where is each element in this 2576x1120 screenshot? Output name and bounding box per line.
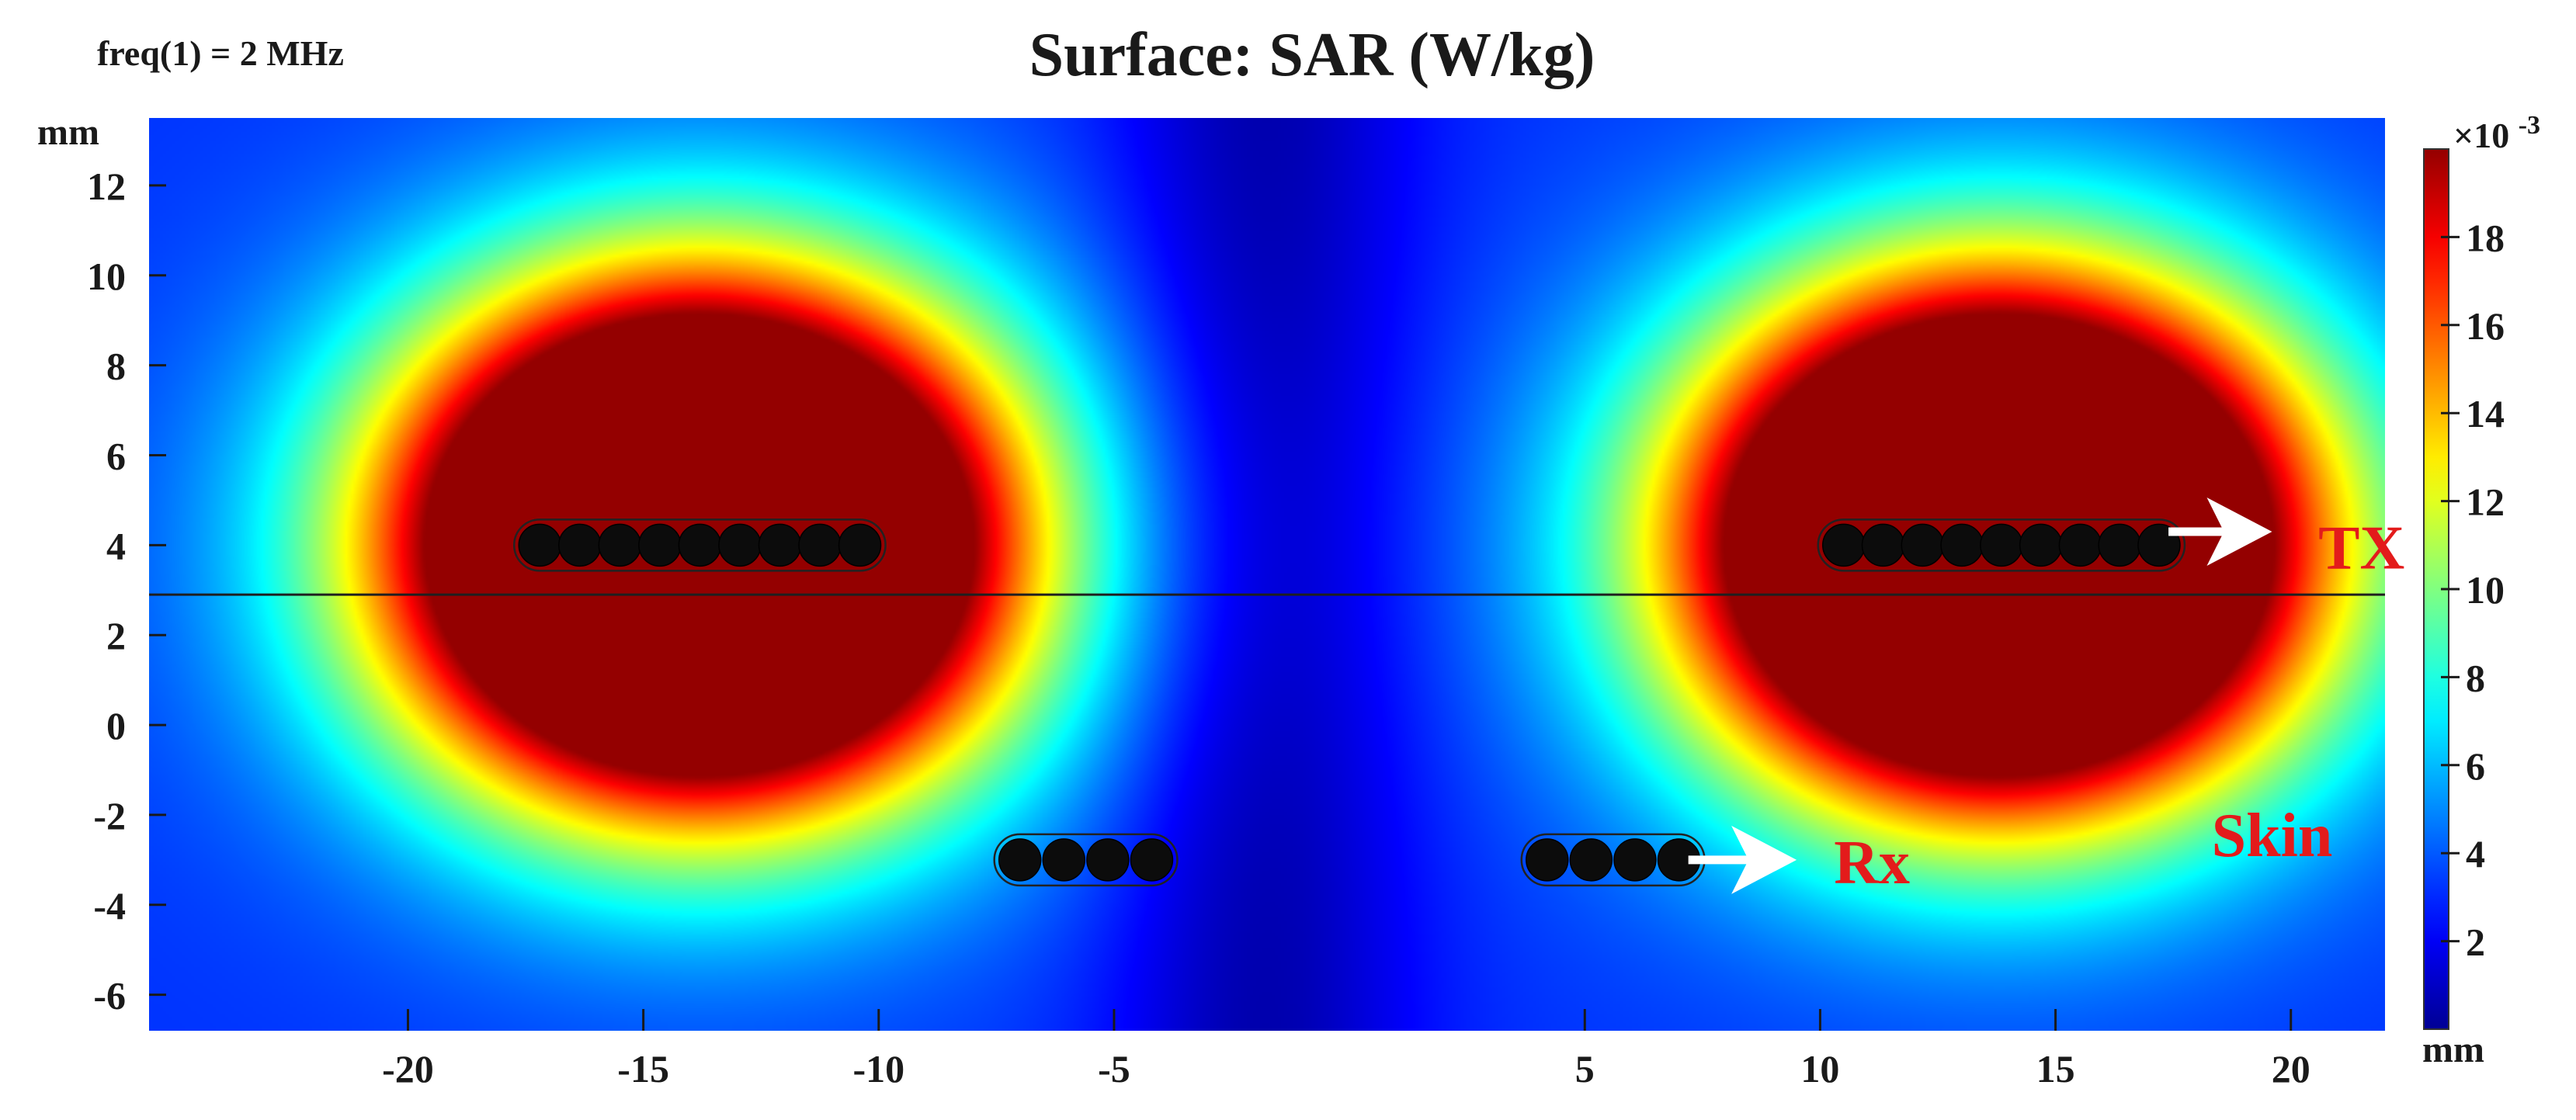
coil-turn [1901, 523, 1945, 567]
coil-turn [718, 523, 762, 567]
coil-turn [518, 523, 561, 567]
coil-turn [1613, 838, 1657, 882]
colorbar-tick-label: 8 [2466, 656, 2485, 699]
y-tick-label: 2 [106, 614, 126, 657]
coil-turn [1086, 838, 1130, 882]
coil-rx-left [993, 833, 1179, 887]
coil-tx-left [512, 518, 887, 572]
annotation-layer: TX Rx Skin [1688, 497, 2404, 897]
sar-heatmap [149, 118, 2385, 1031]
coil-turn [758, 523, 802, 567]
coil-turn [1569, 838, 1613, 882]
coil-turn [998, 838, 1042, 882]
coil-turn [678, 523, 722, 567]
coil-turn [1821, 523, 1866, 567]
colorbar-multiplier: ×10 -3 [2453, 111, 2540, 155]
x-axis-unit-label: mm [2422, 1029, 2484, 1070]
coil-turn [1526, 838, 1569, 882]
coil-layer [512, 518, 2186, 887]
coil-turn [1980, 523, 2023, 567]
coil-turn [1861, 523, 1905, 567]
colorbar-multiplier-base: ×10 [2453, 116, 2509, 155]
x-tick-label: 5 [1575, 1047, 1595, 1091]
coil-turn [638, 523, 682, 567]
colorbar-tick-label: 18 [2466, 216, 2505, 259]
coil-turn [1940, 523, 1984, 567]
y-axis: 12 10 8 6 4 2 0 -2 -4 -6 [87, 165, 166, 1018]
coil-turn [1130, 838, 1174, 882]
annotation-arrow-head [1731, 825, 1797, 894]
y-tick-label: 12 [87, 165, 126, 208]
coil-turn [838, 523, 882, 567]
colorbar-tick-label: 12 [2466, 480, 2505, 524]
coil-tx-right [1817, 518, 2186, 572]
coil-turn [2058, 523, 2102, 567]
x-tick-label: 20 [2272, 1047, 2310, 1091]
colorbar-tick-label: 4 [2466, 832, 2485, 876]
colorbar-tick-label: 6 [2466, 744, 2485, 788]
y-tick-label: 4 [106, 524, 126, 567]
x-tick-label: -15 [617, 1047, 669, 1091]
y-tick-label: -4 [93, 884, 126, 928]
colorbar-tick-label: 2 [2466, 921, 2485, 964]
annotation-label: TX [2318, 514, 2404, 582]
annotation-label: Skin [2212, 802, 2333, 870]
colorbar-multiplier-exponent: -3 [2519, 111, 2540, 140]
y-tick-label: -2 [93, 794, 126, 837]
y-tick-label: 8 [106, 345, 126, 388]
x-tick-label: -5 [1098, 1047, 1130, 1091]
coil-turn [798, 523, 842, 567]
coil-outline [512, 518, 887, 572]
coil-turn [2098, 523, 2141, 567]
x-tick-label: 10 [1800, 1047, 1839, 1091]
coil-turn [1042, 838, 1086, 882]
chart-title: Surface: SAR (W/kg) [1029, 21, 1595, 89]
colorbar-ticks: 2 4 6 8 10 12 14 16 18 [2441, 216, 2505, 964]
x-axis: -20 -15 -10 -5 5 10 15 20 [382, 1009, 2310, 1091]
plot-area: TX Rx Skin [149, 118, 2404, 1031]
coil-turn [2019, 523, 2063, 567]
coil-outline [1817, 518, 2186, 572]
annotation-arrow-head [2206, 497, 2272, 566]
x-tick-label: -10 [852, 1047, 904, 1091]
colorbar: 2 4 6 8 10 12 14 16 18 ×10 -3 [2423, 111, 2540, 1030]
y-tick-label: -6 [93, 974, 126, 1018]
y-tick-label: 10 [87, 255, 126, 298]
coil-outline [993, 833, 1179, 887]
coil-turn [558, 523, 602, 567]
coil-turn [598, 523, 642, 567]
y-tick-label: 6 [106, 434, 126, 477]
colorbar-tick-label: 16 [2466, 304, 2505, 348]
colorbar-tick-label: 10 [2466, 568, 2505, 612]
frequency-label: freq(1) = 2 MHz [97, 33, 344, 73]
annotation-label: Rx [1834, 829, 1910, 897]
colorbar-tick-label: 14 [2466, 392, 2505, 435]
y-tick-label: 0 [106, 704, 126, 747]
y-axis-unit-label: mm [37, 112, 99, 153]
x-tick-label: 15 [2036, 1047, 2075, 1091]
x-tick-label: -20 [382, 1047, 434, 1091]
